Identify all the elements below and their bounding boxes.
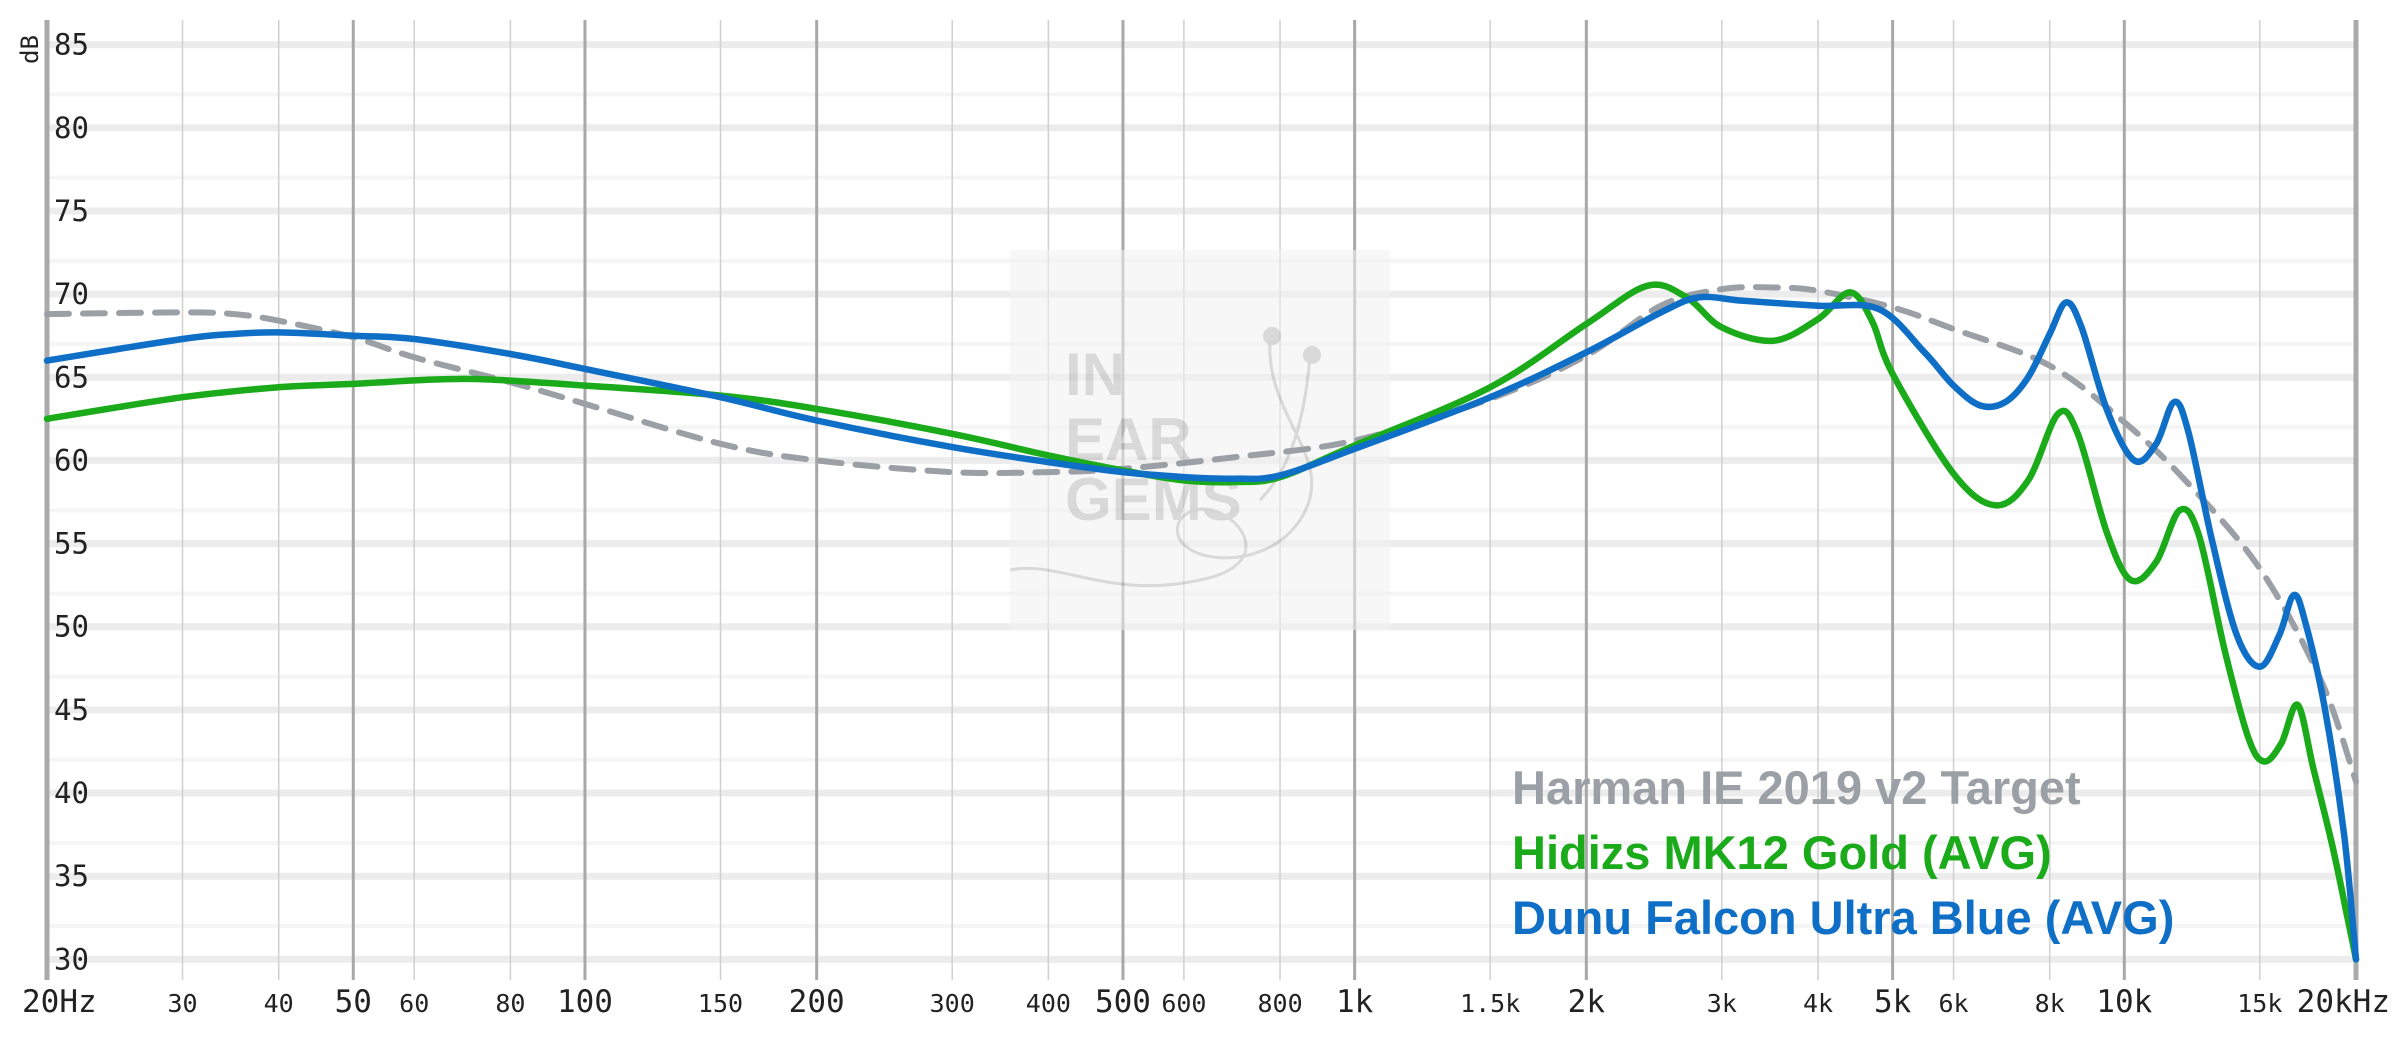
- y-tick-label-35: 35: [54, 859, 89, 893]
- x-tick-label-150: 150: [698, 989, 743, 1018]
- x-axis-tick-labels: 20Hz 30 40 50 60 80 100 150 200 300 400 500 600 800 1k…: [22, 984, 2390, 1020]
- curves: [43, 281, 2360, 963]
- y-tick-label-60: 60: [54, 443, 89, 477]
- curve-hidizs-mk12-gold-avg: [43, 281, 2360, 963]
- y-tick-label-65: 65: [54, 360, 89, 394]
- x-tick-label-400: 400: [1026, 989, 1071, 1018]
- legend: Harman IE 2019 v2 Target Hidizs MK12 Gold…: [1512, 761, 2174, 944]
- y-axis-unit-label: dB: [16, 35, 44, 64]
- x-tick-label-20: 20Hz: [22, 984, 97, 1020]
- watermark-text-in: IN: [1065, 341, 1125, 408]
- x-tick-label-60: 60: [399, 989, 429, 1018]
- x-tick-label-500: 500: [1095, 984, 1151, 1020]
- x-tick-label-40: 40: [264, 989, 294, 1018]
- y-axis-tick-labels: 85 80 75 70 65 60 55 50 45 40 35 30: [54, 28, 89, 977]
- watermark-earbud-left-icon: [1263, 327, 1281, 345]
- x-tick-label-8000: 8k: [2035, 989, 2065, 1018]
- x-tick-label-50: 50: [335, 984, 372, 1020]
- x-tick-label-300: 300: [930, 989, 975, 1018]
- y-tick-label-40: 40: [54, 776, 89, 810]
- x-tick-label-2000: 2k: [1568, 984, 1606, 1020]
- x-tick-label-80: 80: [495, 989, 525, 1018]
- in-ear-gems-watermark: IN EAR GEMS: [1009, 250, 1390, 630]
- x-tick-label-4000: 4k: [1803, 989, 1833, 1018]
- curve-dunu-falcon-ultra-blue-avg: [43, 293, 2360, 963]
- watermark-earbud-right-icon: [1303, 346, 1321, 364]
- legend-entry-hidizs-mk12-gold-avg: Hidizs MK12 Gold (AVG): [1512, 826, 2052, 879]
- x-tick-label-10000: 10k: [2096, 984, 2152, 1020]
- y-tick-label-85: 85: [54, 28, 89, 62]
- watermark-background: [1010, 250, 1390, 630]
- x-tick-label-200: 200: [789, 984, 845, 1020]
- x-tick-label-1000: 1k: [1336, 984, 1374, 1020]
- legend-entry-dunu-falcon-ultra-blue-avg: Dunu Falcon Ultra Blue (AVG): [1512, 891, 2174, 944]
- x-tick-label-3000: 3k: [1707, 989, 1737, 1018]
- plot-frame: [44, 20, 2359, 980]
- y-tick-label-70: 70: [54, 277, 89, 311]
- x-tick-label-5000: 5k: [1874, 984, 1912, 1020]
- x-tick-label-600: 600: [1161, 989, 1206, 1018]
- legend-entry-harman-ie-2019-v2-target: Harman IE 2019 v2 Target: [1512, 761, 2081, 814]
- x-tick-label-6000: 6k: [1939, 989, 1969, 1018]
- y-tick-label-50: 50: [54, 610, 89, 644]
- y-tick-label-30: 30: [54, 942, 89, 976]
- x-tick-label-20000: 20kHz: [2297, 984, 2390, 1020]
- y-tick-label-55: 55: [54, 527, 89, 561]
- x-tick-label-100: 100: [557, 984, 613, 1020]
- x-tick-label-30: 30: [167, 989, 197, 1018]
- x-tick-label-15000: 15k: [2237, 989, 2282, 1018]
- y-tick-label-75: 75: [54, 194, 89, 228]
- x-tick-label-800: 800: [1257, 989, 1302, 1018]
- y-tick-label-80: 80: [54, 111, 89, 145]
- watermark-earphone-cable-right: [1258, 354, 1312, 502]
- y-tick-label-45: 45: [54, 693, 89, 727]
- x-tick-label-1500: 1.5k: [1460, 989, 1520, 1018]
